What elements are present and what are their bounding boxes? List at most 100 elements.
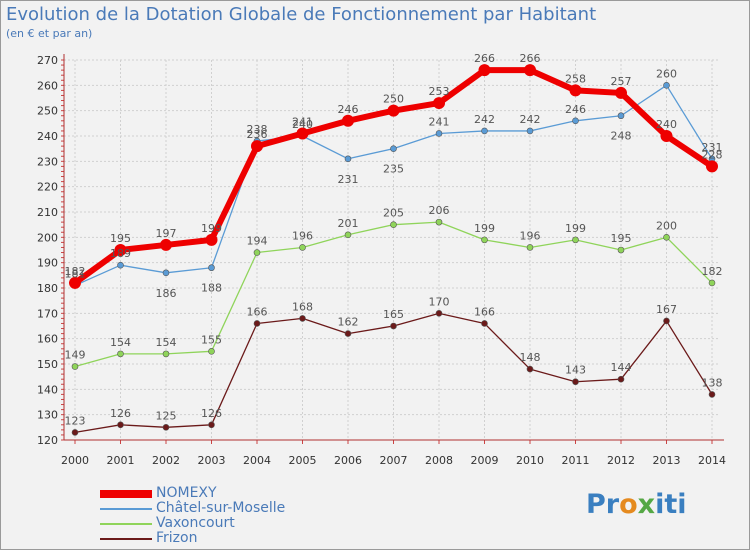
data-label-ch-tel-sur-moselle: 188 (201, 282, 222, 295)
data-label-nomexy: 258 (565, 72, 586, 85)
data-label-nomexy: 266 (520, 52, 541, 65)
data-label-frizon: 167 (656, 303, 677, 316)
data-point-ch-tel-sur-moselle (663, 82, 670, 89)
chart-subtitle: (en € et par an) (6, 27, 93, 40)
data-point-frizon (253, 320, 261, 327)
x-tick-label: 2014 (698, 454, 726, 467)
x-tick-label: 2008 (425, 454, 453, 467)
data-point-vaxoncourt (344, 231, 352, 239)
data-point-vaxoncourt (390, 221, 397, 228)
legend-item: Châtel-sur-Moselle (100, 501, 285, 516)
data-label-nomexy: 236 (247, 128, 268, 141)
logo-part-1: Pr (586, 489, 620, 520)
data-point-nomexy (660, 130, 673, 142)
data-point-frizon (617, 375, 625, 383)
data-point-frizon (299, 315, 306, 322)
data-label-frizon: 166 (247, 305, 268, 318)
data-point-vaxoncourt (162, 350, 170, 358)
data-label-nomexy: 257 (611, 75, 632, 88)
x-tick-label: 2005 (289, 454, 317, 467)
data-label-nomexy: 197 (156, 227, 177, 240)
logo-part-4: iti (655, 489, 687, 520)
x-tick-label: 2009 (471, 454, 499, 467)
data-label-ch-tel-sur-moselle: 248 (611, 130, 632, 143)
data-point-vaxoncourt (435, 218, 443, 226)
data-label-ch-tel-sur-moselle: 246 (565, 103, 586, 116)
y-tick-label: 190 (37, 257, 58, 270)
y-tick-label: 210 (37, 206, 58, 219)
data-label-nomexy: 250 (383, 93, 404, 106)
data-point-vaxoncourt (526, 244, 534, 251)
data-label-nomexy: 195 (110, 232, 131, 245)
data-point-frizon (390, 322, 397, 330)
data-point-vaxoncourt (299, 244, 306, 251)
data-point-frizon (71, 429, 79, 436)
x-tick-label: 2003 (198, 454, 226, 467)
data-label-nomexy: 228 (702, 148, 723, 161)
data-point-nomexy (205, 233, 218, 246)
data-point-vaxoncourt (481, 236, 488, 244)
data-labels: 123 126 125 126 166 168 162 165 170 166 148 143 144 1… (65, 52, 723, 427)
data-label-frizon: 143 (565, 364, 586, 377)
axes: 1201301401501601701801902002102202302402… (37, 54, 726, 467)
data-point-frizon (663, 317, 670, 325)
data-point-vaxoncourt (663, 234, 670, 241)
data-point-vaxoncourt (708, 279, 716, 287)
data-label-frizon: 166 (474, 305, 495, 318)
data-point-nomexy (524, 64, 536, 77)
y-tick-label: 220 (37, 181, 58, 194)
data-label-ch-tel-sur-moselle: 238 (247, 123, 268, 136)
x-tick-label: 2012 (607, 454, 635, 467)
data-label-vaxoncourt: 199 (565, 222, 586, 235)
y-tick-label: 140 (37, 383, 58, 396)
data-label-ch-tel-sur-moselle: 260 (656, 67, 677, 80)
data-label-ch-tel-sur-moselle: 242 (520, 113, 541, 126)
data-point-vaxoncourt (617, 246, 625, 254)
data-point-ch-tel-sur-moselle (344, 155, 352, 163)
legend-item: Vaxoncourt (100, 516, 285, 531)
data-label-ch-tel-sur-moselle: 231 (702, 141, 723, 154)
logo-part-2: o (619, 489, 638, 520)
data-label-frizon: 144 (611, 361, 632, 374)
y-tick-label: 250 (37, 105, 58, 118)
data-label-ch-tel-sur-moselle: 240 (292, 118, 313, 131)
data-label-vaxoncourt: 196 (292, 229, 313, 242)
data-label-vaxoncourt: 155 (201, 333, 222, 346)
data-point-ch-tel-sur-moselle (481, 127, 488, 135)
data-label-frizon: 138 (702, 376, 723, 389)
data-point-frizon (117, 421, 124, 429)
data-point-nomexy (706, 160, 718, 173)
data-point-ch-tel-sur-moselle (526, 127, 534, 135)
x-tick-label: 2011 (562, 454, 590, 467)
legend-label: Frizon (156, 530, 198, 546)
data-point-frizon (208, 421, 215, 429)
legend-swatch (100, 537, 152, 540)
data-point-frizon (526, 365, 534, 373)
data-label-vaxoncourt: 206 (429, 204, 450, 217)
data-label-ch-tel-sur-moselle: 231 (338, 173, 359, 186)
legend-label: NOMEXY (156, 485, 217, 501)
data-point-nomexy (615, 86, 627, 99)
x-tick-label: 2010 (516, 454, 544, 467)
data-label-nomexy: 241 (292, 115, 313, 128)
legend-swatch (100, 522, 152, 525)
data-point-frizon (162, 424, 170, 431)
data-label-vaxoncourt: 199 (474, 222, 495, 235)
data-point-ch-tel-sur-moselle (390, 145, 397, 152)
data-label-nomexy: 240 (656, 118, 677, 131)
data-point-ch-tel-sur-moselle (617, 112, 625, 120)
data-point-nomexy (69, 276, 81, 289)
logo-part-3: x (637, 489, 656, 520)
data-point-vaxoncourt (253, 249, 261, 256)
data-label-nomexy: 266 (474, 52, 495, 65)
data-label-vaxoncourt: 196 (520, 229, 541, 242)
legend: NOMEXY Châtel-sur-Moselle Vaxoncourt Frizon (100, 486, 285, 546)
data-point-nomexy (387, 104, 400, 117)
x-tick-label: 2006 (334, 454, 362, 467)
data-point-frizon (435, 310, 443, 317)
y-tick-label: 180 (37, 282, 58, 295)
y-tick-label: 260 (37, 79, 58, 92)
data-label-ch-tel-sur-moselle: 181 (65, 267, 86, 280)
data-label-ch-tel-sur-moselle: 235 (383, 163, 404, 176)
